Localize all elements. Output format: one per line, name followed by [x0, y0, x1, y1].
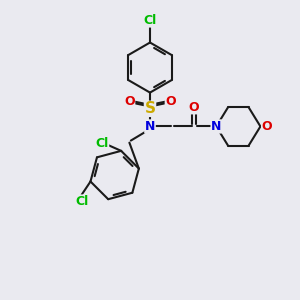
Text: Cl: Cl	[95, 137, 109, 150]
Text: O: O	[189, 101, 200, 114]
Text: N: N	[145, 120, 155, 133]
Text: O: O	[262, 120, 272, 133]
Text: O: O	[165, 95, 176, 108]
Text: Cl: Cl	[143, 14, 157, 27]
Text: Cl: Cl	[75, 195, 88, 208]
Text: S: S	[145, 101, 155, 116]
Text: O: O	[124, 95, 135, 108]
Text: N: N	[211, 120, 221, 133]
